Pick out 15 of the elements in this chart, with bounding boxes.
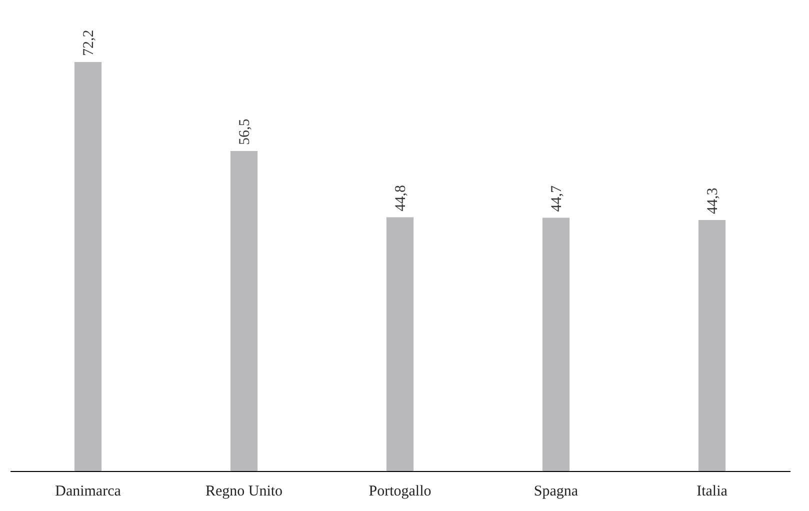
x-tick-label: Regno Unito: [205, 484, 283, 500]
data-label: 44,7: [549, 185, 565, 212]
x-tick-label: Spagna: [534, 484, 578, 500]
bar: [386, 217, 414, 471]
data-label: 56,5: [237, 118, 253, 145]
x-tick-label: Italia: [696, 484, 728, 500]
data-label: 44,8: [393, 184, 409, 212]
x-tick-label: Danimarca: [55, 484, 122, 500]
data-label: 72,2: [81, 30, 97, 56]
bar: [74, 62, 102, 471]
bar: [698, 220, 726, 471]
data-label: 44,3: [705, 188, 721, 214]
bar: [230, 150, 258, 471]
x-tick-label: Portogallo: [368, 484, 432, 500]
bar: [542, 218, 570, 471]
